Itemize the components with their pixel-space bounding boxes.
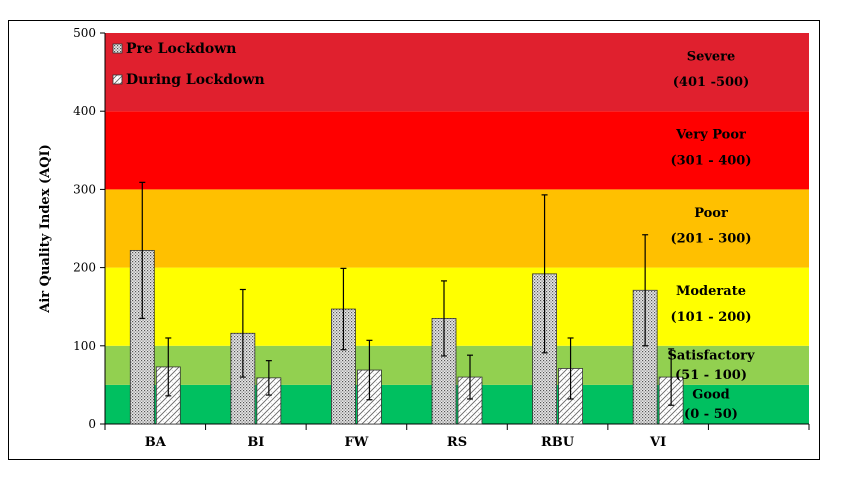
axes: 0 100 200 300 400 500 Air Quality Index (AQI) (38, 26, 810, 431)
x-tick-label: VI (649, 435, 666, 450)
band-label-range: (301 - 400) (670, 153, 751, 168)
y-tick-label: 300 (73, 182, 96, 196)
band-label-range: (401 -500) (673, 75, 750, 90)
y-tick-label: 500 (73, 26, 96, 40)
band-label-range: (0 - 50) (684, 407, 738, 422)
labels: Good (0 - 50) Satisfactory (51 - 100) Modera… (145, 49, 755, 450)
y-tick-label: 400 (73, 104, 96, 118)
y-tick-label: 200 (73, 261, 96, 275)
x-tick-label: RS (447, 435, 467, 450)
y-axis-label: Air Quality Index (AQI) (38, 144, 53, 314)
aqi-band-moderate (105, 267, 809, 346)
aqi-band-good (105, 384, 809, 424)
aqi-band-poor (105, 189, 809, 268)
aqi-band-severe (105, 33, 809, 112)
band-label-range: (101 - 200) (670, 310, 751, 325)
aqi-band-very-poor (105, 111, 809, 190)
band-label-name: Severe (687, 49, 736, 64)
band-label-name: Poor (694, 206, 728, 221)
y-tick-label: 100 (73, 339, 96, 353)
legend-label: During Lockdown (126, 72, 265, 88)
legend: Pre Lockdown During Lockdown (112, 41, 265, 88)
aqi-bands (105, 33, 809, 424)
bars (129, 181, 684, 425)
band-label-name: Very Poor (675, 128, 746, 143)
x-tick-label: BA (145, 435, 167, 450)
aqi-band-satisfactory (105, 345, 809, 385)
legend-swatch-pre (112, 43, 123, 54)
band-label-name: Moderate (676, 284, 746, 299)
x-tick-label: BI (247, 435, 264, 450)
x-tick-label: FW (345, 435, 369, 450)
band-label-name: Satisfactory (667, 349, 755, 364)
band-label-range: (201 - 300) (670, 232, 751, 247)
legend-label: Pre Lockdown (126, 41, 236, 57)
band-label-name: Good (692, 388, 730, 403)
x-tick-label: RBU (541, 435, 575, 450)
chart-frame: 0 100 200 300 400 500 Air Quality Index (AQI) … (8, 20, 820, 460)
legend-swatch-during (112, 74, 123, 85)
band-label-range: (51 - 100) (675, 368, 747, 383)
y-tick-label: 0 (88, 417, 96, 431)
